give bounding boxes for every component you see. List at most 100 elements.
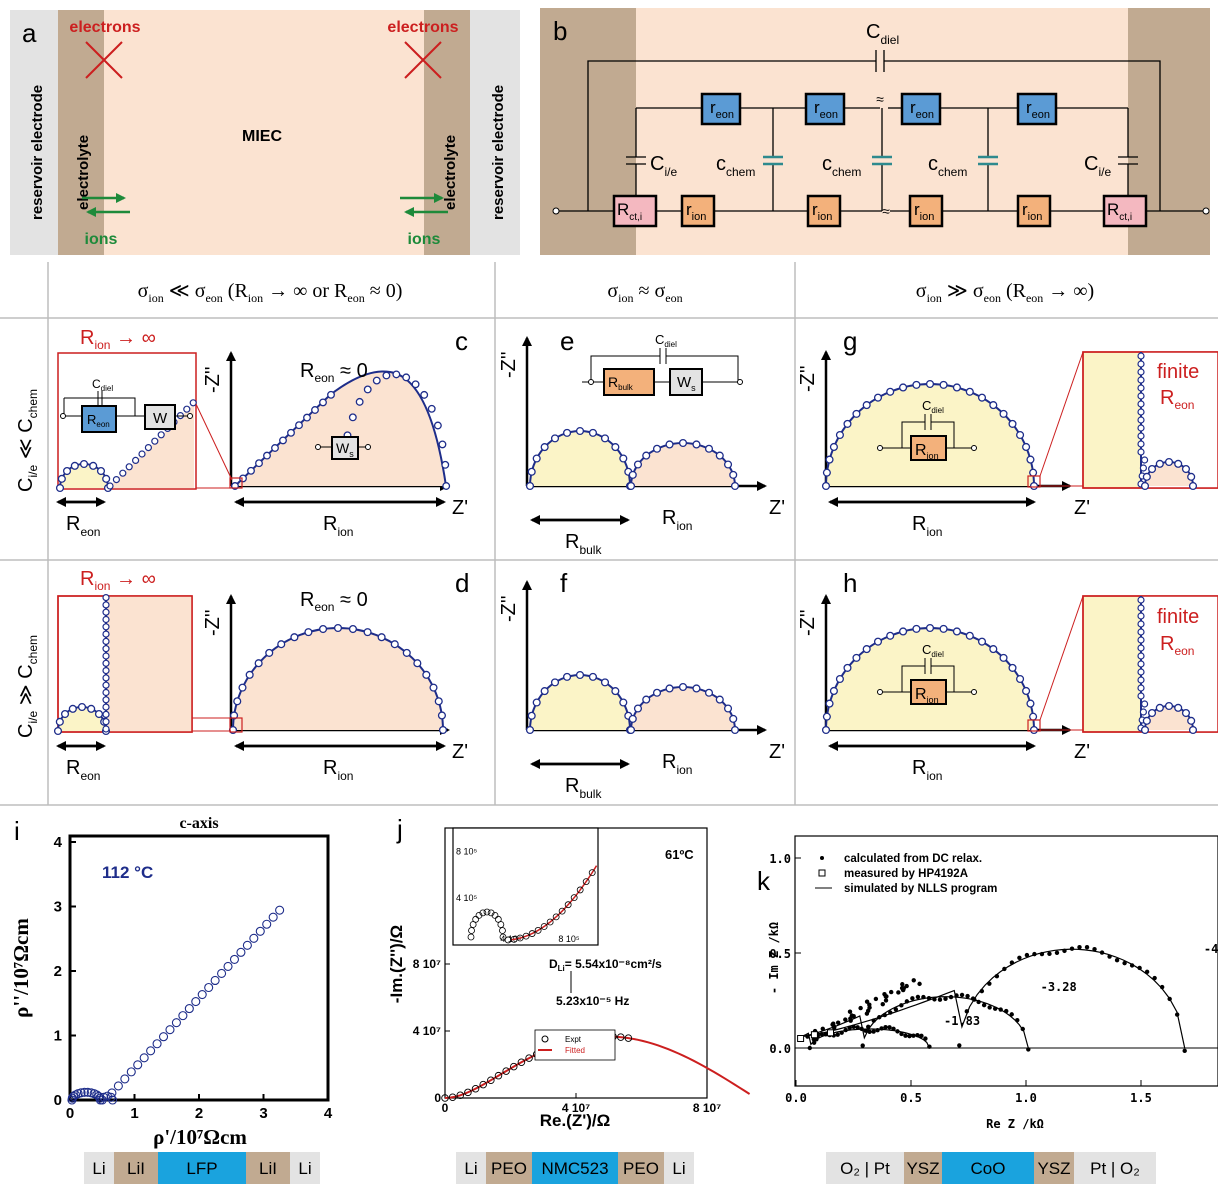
svg-text:Expt: Expt [565, 1035, 582, 1044]
panel-f-semi-1-point [532, 698, 541, 707]
panel-c-ws-term [365, 444, 371, 450]
panel-f-semi-1-point [611, 687, 620, 696]
column-header-2: σion ≈ σeon [607, 280, 682, 305]
panel-c-point [438, 440, 447, 449]
cell-k-label: Pt | O₂ [1090, 1159, 1140, 1178]
panel-d-semi-point [265, 648, 274, 657]
finite-reon-labels: finite Reon finite Reon [1157, 361, 1199, 658]
panel-g-semi-point [1026, 455, 1035, 464]
panel-c-ws-box [331, 436, 359, 460]
panel-g-semi-point [822, 468, 831, 477]
svg-text:c: c [455, 326, 468, 356]
panel-h-semi-point [1022, 686, 1031, 696]
panel-k-point [964, 1009, 970, 1014]
panel-i-point [178, 1011, 188, 1021]
panel-d-semi-fill [233, 628, 443, 730]
panel-k-point [992, 1006, 998, 1011]
panel-i-point [158, 1032, 169, 1042]
panel-g-inset-semi-point [1187, 472, 1196, 481]
panel-c-inset-point [112, 476, 121, 484]
panel-h-semi-point [1029, 712, 1038, 721]
ions-label-left: ions [85, 231, 118, 248]
panel-c-zpp-label: -Z'' [202, 366, 224, 393]
panel-d-semi-point [438, 725, 448, 735]
panel-c-inset: Cdiel Reon W Reon [55, 352, 233, 539]
panel-g-semi-point [925, 379, 935, 389]
panel-c-point [411, 380, 420, 389]
panel-j-point [494, 1071, 503, 1080]
panel-b: b [540, 8, 1210, 255]
panel-c-inset-point [189, 399, 197, 407]
panel-g-inset-point [1137, 376, 1145, 384]
panel-e-semi-2-point [692, 440, 701, 449]
panel-k-point [1182, 1048, 1187, 1054]
blocked-cross-left [85, 41, 123, 79]
panel-k-point [1032, 951, 1037, 957]
panel-k-xtick-label: 0.0 [785, 1091, 807, 1105]
panel-j-ytick-label: 8 10⁷ [413, 957, 441, 971]
svg-text:Rct,i: Rct,i [617, 200, 642, 223]
panel-k-point [965, 993, 970, 999]
panel-f-semi-2-point [665, 684, 674, 693]
panel-e-cdiel: Cdiel [655, 332, 677, 349]
c-chem-capacitors [763, 155, 998, 166]
panel-i-point [275, 905, 285, 915]
blocked-cross-right [404, 41, 442, 79]
panel-i-point [171, 1018, 181, 1028]
panel-c-point [319, 398, 327, 407]
panel-g-term [971, 445, 977, 451]
grid-lines [0, 262, 1218, 806]
panel-k-xtick-label: 0.5 [900, 1091, 922, 1105]
panel-f-semi-1-point [540, 687, 549, 696]
panel-g-inset-point [1137, 384, 1145, 392]
panel-g-semi-point [821, 481, 831, 491]
panel-e-semi-2-point [652, 444, 662, 453]
panel-j-inset-point [499, 927, 506, 934]
panel-g-inset-semi-point [1181, 464, 1191, 474]
panel-c-point [420, 390, 429, 399]
panel-k-point [811, 1040, 817, 1045]
cell-j-layer [618, 1152, 664, 1184]
panel-i-ytick-label: 4 [54, 834, 63, 851]
panel-h-inset-point [1137, 692, 1145, 700]
panel-i-title: c-axis [179, 815, 218, 832]
panel-h-zoom-box [1027, 719, 1041, 732]
panel-c-inset-point [119, 469, 127, 477]
panel-c-inset-semi-fill [60, 464, 108, 488]
panel-e-rion-label: Rion [662, 507, 692, 533]
panel-g-inset-point [1137, 352, 1145, 360]
panel-c-point [402, 373, 411, 382]
panel-c-ws-label: Ws [336, 440, 354, 459]
panel-k-point [871, 1029, 876, 1034]
panel-i-point [249, 933, 259, 943]
panel-d-inset-semi-point [60, 709, 70, 719]
panel-k-point [998, 1007, 1003, 1012]
panel-i-point [152, 1039, 162, 1049]
panel-f-semi-1-point [550, 678, 560, 687]
panel-k-point [1077, 944, 1082, 950]
svg-text:reon: reon [910, 98, 934, 121]
panel-h-semi-point [886, 631, 895, 640]
panel-g-rion-box-label: Rion [915, 442, 939, 461]
reservoir-label-right: reservoir electrode [490, 85, 507, 220]
panel-k-ytick-label: 0.0 [769, 1042, 791, 1056]
panel-e-semi-2-point [729, 470, 738, 479]
panel-c-inset-cdiel: Cdiel [92, 377, 113, 393]
reservoir-label-left: reservoir electrode [29, 85, 46, 220]
panel-e-semi-2-point [723, 460, 733, 469]
panel-h-semi-point [835, 674, 844, 684]
panel-j-inset-point [528, 930, 536, 937]
panel-k-point [835, 1032, 840, 1037]
panel-j-xtick-label: 0 [442, 1101, 449, 1115]
cell-i-label: LFP [186, 1159, 217, 1178]
panel-d-inset: Reon [53, 593, 231, 783]
panel-g-inset-semi-point [1164, 457, 1174, 467]
panel-d-inset-point [102, 601, 110, 609]
panel-k-point [1047, 951, 1052, 957]
panel-k-ytick-label: 1.0 [769, 852, 791, 866]
panel-k-point [1137, 965, 1142, 971]
panel-c-inset-semi-point [62, 466, 72, 476]
panel-c-point [271, 444, 279, 452]
panel-j-inset-point [516, 934, 524, 942]
panel-c-inset-term [60, 413, 66, 419]
